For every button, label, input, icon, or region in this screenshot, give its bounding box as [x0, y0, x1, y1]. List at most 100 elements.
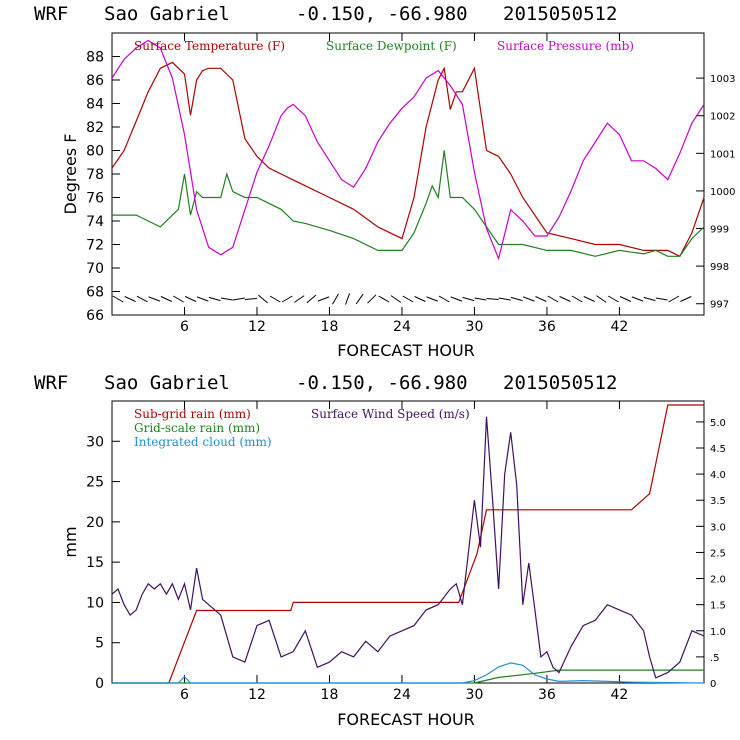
wind-barb-38	[571, 295, 583, 303]
y2-tick-label-1-6: 1003	[710, 74, 735, 85]
wind-barb-5	[173, 295, 184, 303]
wind-barb-22	[378, 295, 390, 303]
wind-barb-16	[306, 294, 317, 304]
y-tick-label-2-0: 0	[95, 676, 104, 692]
legend-2: Sub-grid rain (mm) Grid-scale rain (mm) …	[134, 407, 470, 449]
title-coords: -0.150, -66.980	[296, 3, 468, 25]
wind-barb-4	[160, 296, 173, 302]
wind-barb-25	[414, 296, 426, 302]
legend-surface-temperature: Surface Temperature (F)	[134, 39, 285, 53]
x-tick-label-2-6: 42	[611, 687, 629, 703]
x-tick-label-1-4: 30	[466, 319, 484, 335]
y2-tick-label-2-1: .5	[710, 653, 720, 664]
y-tick-label-1-10: 86	[86, 73, 104, 89]
y-tick-label-1-11: 88	[86, 50, 104, 66]
wind-barb-0	[112, 295, 124, 303]
wind-barb-18	[332, 293, 339, 305]
wind-barb-14	[281, 295, 293, 303]
y2-tick-label-1-0: 997	[710, 300, 729, 311]
y2-tick-label-1-3: 1000	[710, 187, 735, 198]
title-model: WRF	[34, 3, 68, 25]
title-run: 2015050512	[503, 3, 617, 25]
y2-tick-label-2-10: 5.0	[710, 418, 726, 429]
x-tick-label-2-4: 30	[466, 687, 484, 703]
wind-barb-2	[136, 295, 148, 303]
wind-barb-20	[355, 293, 364, 305]
y2-tick-label-2-4: 2.0	[710, 575, 726, 586]
y-axis-label-2: mm	[61, 526, 80, 557]
wind-barb-32	[498, 297, 511, 301]
legend-surface-wind-speed: Surface Wind Speed (m/s)	[311, 407, 470, 421]
y2-tick-label-2-8: 4.0	[710, 470, 726, 481]
x-tick-label-2-1: 12	[248, 687, 266, 703]
wind-barb-28	[450, 296, 463, 302]
y-axis-label-1: Degrees F	[61, 134, 80, 215]
y2-tick-label-2-2: 1.0	[710, 627, 726, 638]
wind-barb-37	[559, 296, 571, 302]
y2-tick-label-2-6: 3.0	[710, 522, 726, 533]
y-tick-label-1-8: 82	[86, 120, 104, 136]
wind-barb-40	[596, 295, 607, 303]
legend-integrated-cloud: Integrated cloud (mm)	[134, 435, 272, 449]
x-axis-label-1: FORECAST HOUR	[337, 341, 475, 360]
wind-barb-6	[184, 296, 197, 302]
wind-barb-36	[547, 295, 559, 303]
y2-tick-label-1-4: 1001	[710, 149, 735, 160]
series-line-1-1	[112, 150, 705, 257]
x-tick-label-1-5: 36	[538, 319, 556, 335]
wind-barb-41	[607, 295, 619, 303]
wind-barb-8	[208, 296, 221, 302]
x-tick-label-2-2: 18	[321, 687, 339, 703]
wind-barb-30	[474, 297, 487, 301]
series-line-2-0	[112, 404, 704, 684]
axes-1: 6 12 18 24 30 36 42 66 68 70 72 74 76 78 80 82 84 86 88 997…	[86, 33, 735, 335]
y-tick-label-1-2: 70	[86, 261, 104, 277]
y2-tick-label-1-2: 999	[710, 225, 729, 236]
y-tick-label-2-2: 10	[86, 595, 104, 611]
wind-barb-35	[535, 296, 547, 302]
y-tick-label-1-3: 72	[86, 238, 104, 254]
wind-barb-46	[668, 295, 680, 303]
y-tick-label-1-4: 74	[86, 214, 104, 230]
wind-barb-7	[196, 296, 209, 302]
legend-surface-pressure: Surface Pressure (mb)	[497, 39, 634, 53]
y-tick-label-1-9: 84	[86, 97, 104, 113]
y-tick-label-2-3: 15	[86, 555, 104, 571]
x-tick-label-1-0: 6	[180, 319, 189, 335]
wind-barb-34	[523, 296, 535, 302]
series-line-2-2	[112, 662, 705, 684]
wind-barb-3	[148, 296, 161, 302]
x-axis-label-2: FORECAST HOUR	[337, 710, 475, 729]
wind-barb-10	[232, 297, 245, 301]
wind-barb-17	[317, 296, 330, 302]
wind-barb-33	[510, 296, 523, 302]
legend-sub-grid-rain: Sub-grid rain (mm)	[134, 407, 251, 421]
wind-barb-23	[390, 295, 402, 303]
wind-barb-27	[438, 295, 450, 303]
wind-barb-26	[426, 296, 438, 302]
x-tick-label-2-3: 24	[393, 687, 411, 703]
wind-barb-11	[244, 298, 257, 300]
series-line-1-0	[111, 61, 705, 258]
x-tick-label-1-3: 24	[393, 319, 411, 335]
y2-tick-label-2-5: 2.5	[710, 548, 726, 559]
wind-barb-24	[402, 295, 414, 303]
x-tick-label-1-6: 42	[611, 319, 629, 335]
y2-tick-label-1-5: 1002	[710, 112, 735, 123]
y-tick-label-1-7: 80	[86, 144, 104, 160]
title-location-2: Sao Gabriel	[104, 372, 230, 394]
wind-barb-44	[643, 296, 656, 302]
wind-barb-15	[294, 295, 305, 303]
title-model-2: WRF	[34, 372, 68, 394]
title-run-2: 2015050512	[503, 372, 617, 394]
wind-barb-13	[269, 295, 281, 303]
y-tick-label-2-5: 25	[86, 475, 104, 491]
legend-grid-scale-rain: Grid-scale rain (mm)	[134, 421, 260, 435]
wind-barb-47	[680, 296, 692, 302]
y-tick-label-2-4: 20	[86, 515, 104, 531]
wind-barb-42	[619, 296, 632, 302]
x-tick-label-1-1: 12	[248, 319, 266, 335]
wind-barbs	[112, 293, 692, 305]
y2-tick-label-2-9: 4.5	[710, 444, 726, 455]
